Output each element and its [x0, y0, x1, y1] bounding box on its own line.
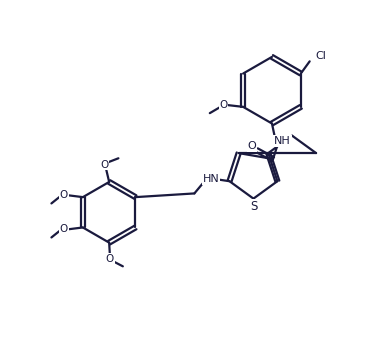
Text: O: O [248, 141, 256, 151]
Text: NH: NH [274, 136, 291, 146]
Text: O: O [60, 190, 68, 200]
Text: S: S [250, 199, 257, 213]
Text: Cl: Cl [316, 51, 326, 61]
Text: O: O [106, 254, 114, 264]
Text: O: O [60, 224, 68, 234]
Text: HN: HN [203, 174, 219, 184]
Text: O: O [219, 100, 228, 110]
Text: O: O [100, 160, 108, 170]
